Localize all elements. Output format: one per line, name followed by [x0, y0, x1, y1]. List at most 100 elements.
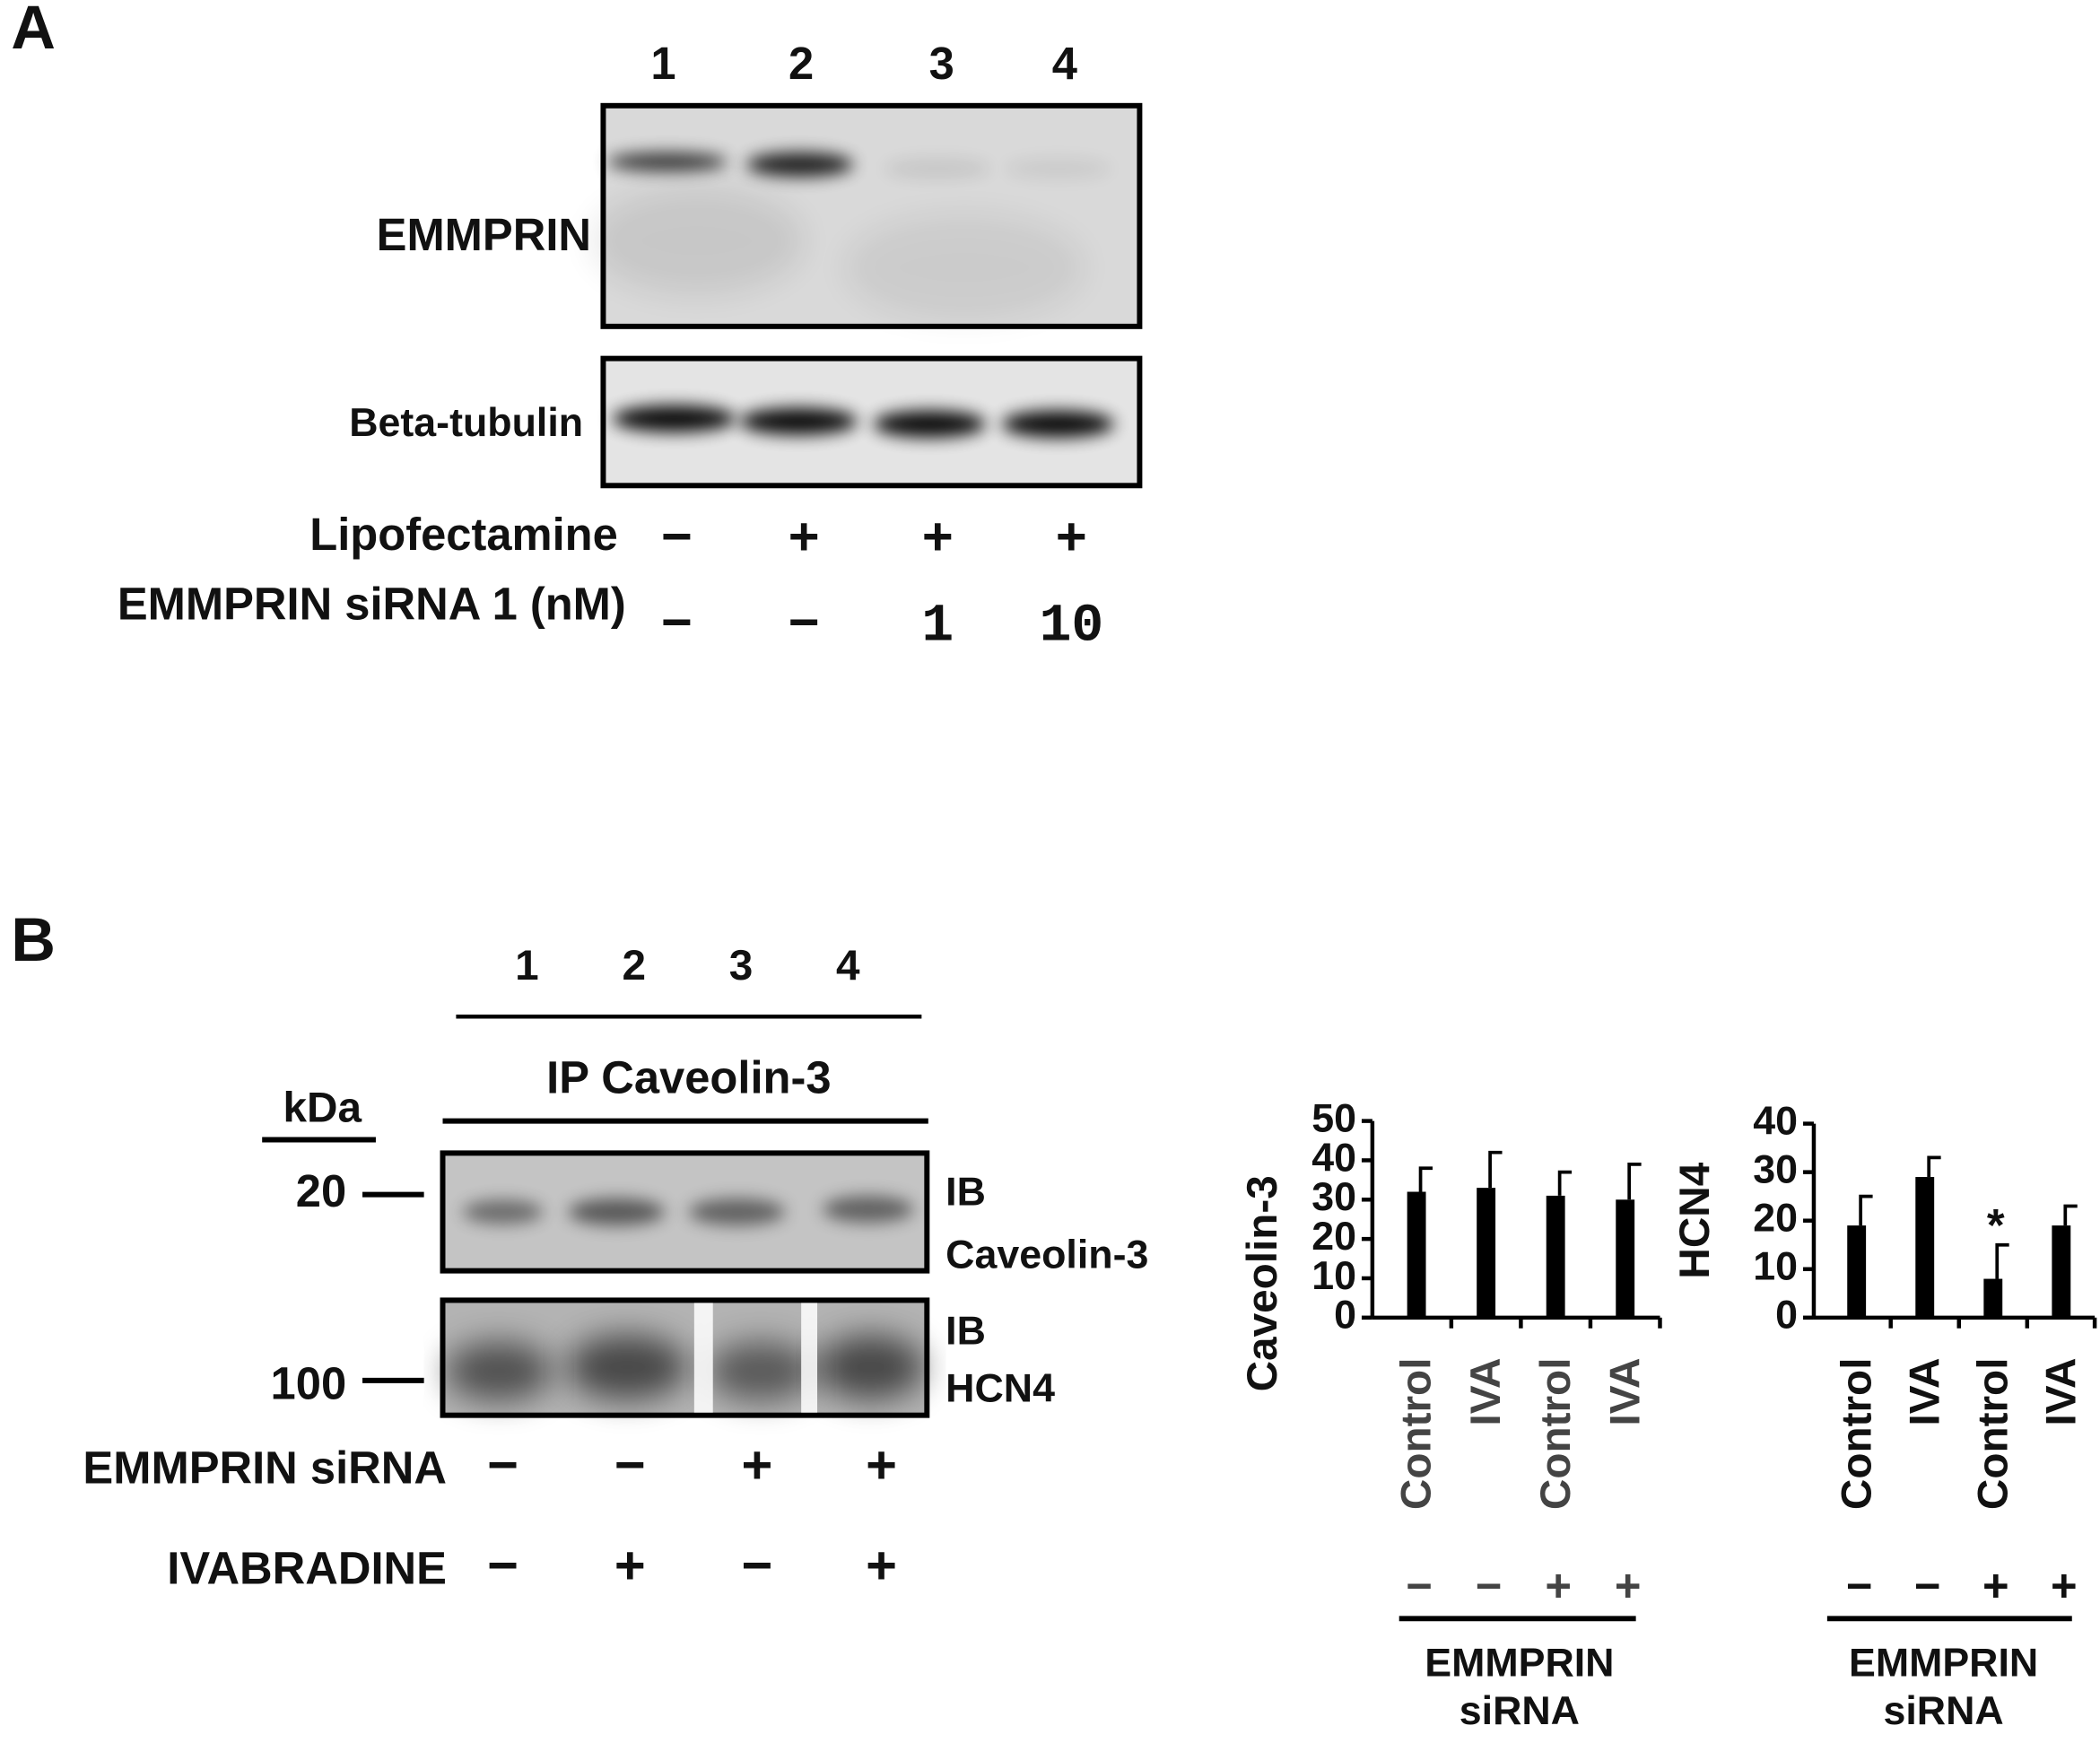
error-bar [1418, 1166, 1433, 1192]
blot-frame [440, 1150, 930, 1274]
band [817, 1335, 925, 1399]
lane-number: 1 [650, 38, 675, 89]
lane-number: 2 [622, 942, 646, 989]
significance-mark: * [1987, 1199, 2005, 1251]
band [1001, 410, 1115, 438]
band [606, 152, 728, 171]
treatment-label: + [2051, 1560, 2078, 1611]
y-tick-label: 0 [1775, 1294, 1798, 1338]
band [567, 1335, 688, 1399]
error-bar [1627, 1162, 1642, 1200]
marker-label: 20 [296, 1165, 346, 1216]
y-tick-label: 30 [1753, 1147, 1798, 1191]
y-tick-label: 40 [1311, 1136, 1356, 1180]
group-label: siRNA [1460, 1689, 1580, 1733]
treatment-label: − [1846, 1560, 1873, 1611]
bar [2052, 1225, 2071, 1318]
condition-value: 10 [1040, 596, 1104, 657]
condition-label: EMMPRIN siRNA [83, 1442, 447, 1494]
y-tick-label: 40 [1753, 1099, 1798, 1143]
error-bar [1488, 1150, 1503, 1189]
y-axis-label: Caveolin-3 [1239, 1175, 1286, 1391]
x-tick-label: Control [1532, 1358, 1580, 1511]
band [589, 187, 805, 295]
condition-value: − [661, 596, 693, 657]
x-tick-label: IVA [1462, 1358, 1510, 1426]
treatment-label: − [1914, 1560, 1941, 1611]
y-tick-label: 10 [1311, 1254, 1356, 1298]
y-tick-label: 10 [1753, 1245, 1798, 1289]
band [1004, 157, 1112, 179]
treatment-label: + [1982, 1560, 2009, 1611]
condition-value: − [742, 1535, 773, 1595]
marker-label: 100 [271, 1358, 347, 1409]
blot-label: EMMPRIN [377, 209, 591, 260]
lane-gap [693, 1303, 713, 1413]
condition-value: + [742, 1434, 773, 1495]
group-label: siRNA [1884, 1689, 2004, 1733]
x-tick-label: Control [1833, 1358, 1880, 1511]
panel-label: B [11, 905, 56, 974]
treatment-label: − [1476, 1560, 1503, 1611]
condition-value: − [487, 1535, 518, 1595]
y-tick-label: 20 [1311, 1215, 1356, 1259]
blot-frame [440, 1297, 930, 1418]
band [746, 152, 854, 177]
blot-label: HCN4 [945, 1367, 1055, 1411]
treatment-label: + [1615, 1560, 1642, 1611]
blot-frame [600, 102, 1143, 329]
condition-value: − [788, 596, 820, 657]
lane-number: 4 [836, 942, 860, 989]
group-label: EMMPRIN [1849, 1641, 2038, 1685]
error-bar [2063, 1204, 2078, 1226]
condition-value: + [922, 506, 954, 566]
x-tick-label: Control [1393, 1358, 1441, 1511]
y-tick-label: 30 [1311, 1175, 1356, 1219]
caveolin-blot [440, 1150, 930, 1274]
blot-frame [600, 355, 1143, 489]
kda-label: kDa [283, 1084, 362, 1131]
bar [1477, 1188, 1496, 1318]
bar [1983, 1278, 2003, 1318]
band [568, 1198, 666, 1225]
band [739, 407, 858, 435]
error-bar [1995, 1242, 2009, 1279]
y-axis-label: HCN4 [1671, 1162, 1719, 1278]
condition-value: + [789, 506, 820, 566]
ip-label: IP Caveolin-3 [546, 1051, 831, 1102]
condition-label: EMMPRIN siRNA 1 (nM) [118, 578, 626, 629]
condition-value: − [661, 506, 693, 566]
hcn4-blot [440, 1297, 930, 1418]
bar [1616, 1199, 1635, 1318]
x-tick-label: IVA [1601, 1358, 1649, 1426]
band [462, 1199, 544, 1224]
bar [1847, 1225, 1867, 1318]
error-bar [1859, 1194, 1873, 1226]
treatment-label: + [1545, 1560, 1572, 1611]
lane-number: 3 [929, 38, 954, 89]
y-tick-label: 20 [1753, 1197, 1798, 1241]
condition-value: + [1056, 506, 1087, 566]
band [843, 214, 1085, 321]
x-tick-label: IVA [1901, 1358, 1948, 1426]
band [612, 405, 736, 432]
band [884, 157, 991, 179]
condition-value: + [866, 1535, 897, 1595]
condition-value: − [614, 1434, 646, 1495]
bar [1546, 1195, 1565, 1318]
condition-value: + [614, 1535, 646, 1595]
condition-label: Lipofectamine [309, 509, 618, 560]
treatment-label: − [1406, 1560, 1433, 1611]
error-bar [1557, 1170, 1573, 1196]
blot-label: Caveolin-3 [945, 1233, 1148, 1277]
lane-number: 1 [515, 942, 539, 989]
error-bar [1927, 1155, 1941, 1178]
band [445, 1341, 553, 1401]
band [823, 1196, 914, 1223]
blot-label: IB [945, 1310, 986, 1354]
group-label: EMMPRIN [1425, 1641, 1614, 1685]
tubulin-blot [600, 355, 1143, 489]
bar [1915, 1177, 1935, 1318]
